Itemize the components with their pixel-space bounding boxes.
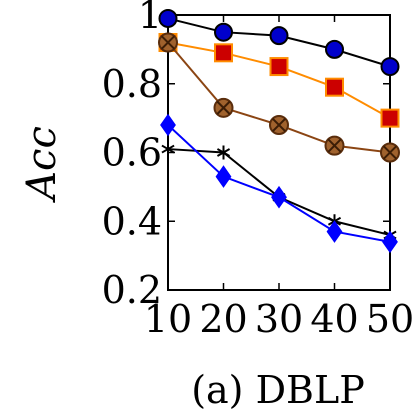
marker-stroke xyxy=(161,144,175,154)
series-1-marker xyxy=(325,77,344,97)
series-0-marker xyxy=(269,26,289,46)
series-2-marker xyxy=(213,97,234,118)
y-tick-label: 1 xyxy=(138,0,162,37)
plot-area: 0.2 0.4 0.6 0.8 1 10 20 30 40 50 xyxy=(102,0,415,341)
series-0-marker xyxy=(214,22,233,42)
series-3-marker xyxy=(216,145,231,160)
y-tick-label: 0.4 xyxy=(102,199,162,243)
series-4-marker xyxy=(326,220,343,243)
series-2-marker xyxy=(380,142,400,163)
y-axis-label: Acc xyxy=(19,126,65,204)
series-4-marker xyxy=(382,230,398,254)
x-tick-label: 50 xyxy=(366,297,414,341)
series-4-marker xyxy=(215,165,232,188)
series-0-marker xyxy=(325,39,344,59)
marker-cross xyxy=(382,145,398,160)
chart-caption: (a) DBLP xyxy=(191,368,365,412)
x-tick-label: 10 xyxy=(144,297,192,341)
marker-cross xyxy=(271,117,287,133)
marker-cross xyxy=(216,100,231,115)
marker-stroke xyxy=(216,148,231,157)
x-tick-label: 40 xyxy=(310,297,358,341)
y-tick-label: 0.2 xyxy=(102,268,162,312)
series-line-4 xyxy=(167,124,391,243)
series-4-marker xyxy=(271,185,287,209)
series-1-marker xyxy=(269,57,289,77)
series-2-marker xyxy=(158,32,178,53)
series-4-marker xyxy=(160,113,176,137)
series-1-marker xyxy=(380,108,400,128)
series-3-marker xyxy=(161,142,175,157)
series-0-marker xyxy=(158,8,178,28)
series-2-marker xyxy=(324,135,345,156)
y-tick-label: 0.8 xyxy=(102,62,162,106)
x-tick-label: 30 xyxy=(255,297,303,341)
series-0-marker xyxy=(380,57,400,77)
marker-cross xyxy=(160,35,176,50)
y-tick-label: 0.6 xyxy=(102,131,162,175)
series-2-marker xyxy=(269,115,289,135)
series-1-marker xyxy=(214,43,233,63)
x-tick-label: 20 xyxy=(199,297,247,341)
marker-cross xyxy=(327,138,342,153)
